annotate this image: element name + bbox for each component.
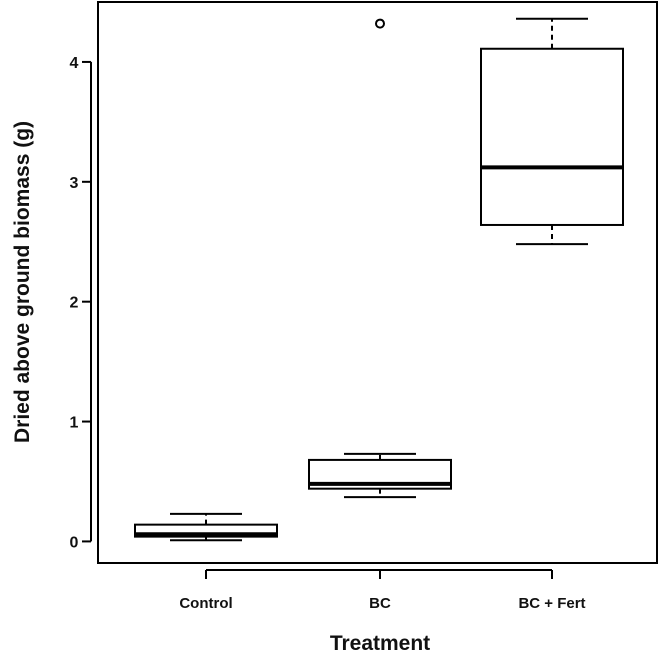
y-tick-label: 3 bbox=[70, 175, 79, 192]
x-axis-label: Treatment bbox=[330, 632, 430, 655]
iqr-box bbox=[480, 47, 624, 226]
plot-frame bbox=[97, 1, 658, 564]
outlier-point bbox=[375, 18, 385, 29]
x-axis: Control BC BC + Fert bbox=[179, 569, 586, 612]
y-tick-label: 1 bbox=[70, 415, 79, 432]
y-axis: 0 1 2 3 4 bbox=[70, 55, 92, 551]
box-bc bbox=[308, 18, 452, 499]
x-tick-label: Control bbox=[179, 595, 232, 612]
boxes bbox=[134, 17, 624, 542]
y-tick-label: 0 bbox=[70, 534, 79, 551]
box-bc-fert bbox=[480, 17, 624, 246]
iqr-box bbox=[134, 523, 278, 538]
y-tick-label: 2 bbox=[70, 295, 79, 312]
x-tick-label: BC + Fert bbox=[518, 595, 585, 612]
box-control bbox=[134, 512, 278, 542]
x-tick-label: BC bbox=[369, 595, 391, 612]
y-tick-label: 4 bbox=[70, 55, 79, 72]
y-axis-label: Dried above ground biomass (g) bbox=[11, 121, 34, 443]
